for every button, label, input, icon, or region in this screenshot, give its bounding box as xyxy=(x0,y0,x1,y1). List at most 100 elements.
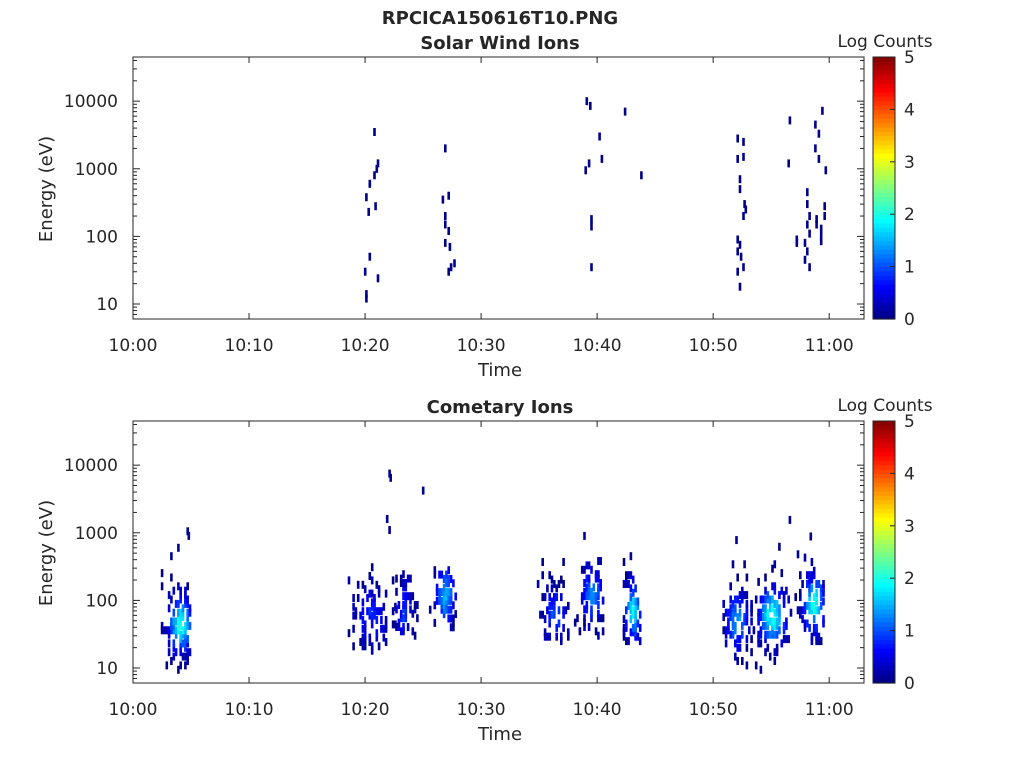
heatmap-cell xyxy=(375,164,379,173)
colorbar-segment xyxy=(873,530,895,536)
heatmap-cell xyxy=(442,588,446,597)
heatmap-cell xyxy=(550,601,554,610)
heatmap-cell xyxy=(573,618,577,627)
colorbar-segment xyxy=(873,613,895,619)
heatmap-cell xyxy=(819,237,823,246)
heatmap-cell xyxy=(750,608,753,617)
heatmap-cell xyxy=(634,610,637,619)
heatmap-cell xyxy=(449,575,453,583)
colorbar-tick-label: 1 xyxy=(904,622,915,642)
colorbar-segment xyxy=(873,460,895,466)
heatmap-cell xyxy=(447,605,450,614)
heatmap-cell xyxy=(452,579,455,588)
heatmap-cell xyxy=(445,579,448,588)
heatmap-cell xyxy=(550,584,554,593)
colorbar-segment xyxy=(873,503,895,509)
heatmap-cell xyxy=(808,263,811,272)
colorbar-segment xyxy=(873,222,895,228)
colorbar-segment xyxy=(873,118,895,124)
solar-wind-ions-panel: Solar Wind Ions Log Counts Time Energy (… xyxy=(36,32,933,381)
colorbar-segment xyxy=(873,447,895,453)
heatmap-cell xyxy=(773,599,777,608)
heatmap-cell xyxy=(172,621,176,630)
heatmap-cell xyxy=(817,154,821,163)
heatmap-cell xyxy=(803,255,807,264)
colorbar-segment xyxy=(873,148,895,154)
heatmap-cell xyxy=(757,613,760,622)
heatmap-cell xyxy=(354,611,358,620)
heatmap-cell xyxy=(186,527,189,536)
heatmap-cell xyxy=(585,561,589,570)
heatmap-cell xyxy=(181,652,185,661)
x-tick-label: 10:50 xyxy=(689,700,738,720)
heatmap-cell xyxy=(739,252,743,261)
heatmap-cell xyxy=(778,604,781,613)
cometary-ions-panel: Cometary Ions Log Counts Time Energy (eV… xyxy=(36,396,933,745)
heatmap-cell xyxy=(587,623,591,631)
heatmap-cell xyxy=(553,606,556,615)
heatmap-cell xyxy=(729,613,732,622)
heatmap-cell xyxy=(428,605,432,614)
heatmap-cell xyxy=(356,580,360,589)
heatmap-cell xyxy=(600,154,604,163)
heatmap-cell xyxy=(585,574,589,583)
heatmap-cell xyxy=(373,128,376,136)
heatmap-cell xyxy=(380,616,383,624)
heatmap-cell xyxy=(761,604,765,613)
heatmap-cell xyxy=(743,560,746,569)
heatmap-cell xyxy=(819,601,823,610)
heatmap-cell xyxy=(447,579,450,588)
heatmap-cell xyxy=(738,599,742,608)
heatmap-cell xyxy=(729,595,732,604)
heatmap-cell xyxy=(449,614,453,623)
heatmap-cell xyxy=(165,661,169,670)
heatmap-cell xyxy=(764,608,767,617)
heatmap-cell xyxy=(186,617,189,626)
heatmap-cell xyxy=(815,215,818,224)
heatmap-cell xyxy=(773,582,777,591)
heatmap-cell xyxy=(801,615,804,624)
heatmap-cell xyxy=(395,605,398,614)
heatmap-cell xyxy=(803,623,807,632)
heatmap-cell xyxy=(402,583,405,592)
figure-title: RPCICA150616T10.PNG xyxy=(382,8,618,29)
x-tick-label: 11:00 xyxy=(805,700,854,720)
heatmap-cell xyxy=(631,623,635,632)
heatmap-cell xyxy=(442,592,446,601)
heatmap-cell xyxy=(562,558,565,566)
heatmap-cell xyxy=(160,582,164,591)
heatmap-cell xyxy=(179,586,182,595)
colorbar-segment xyxy=(873,78,895,84)
heatmap-cell xyxy=(435,596,439,605)
heatmap-cell xyxy=(622,623,626,632)
heatmap-cell xyxy=(583,592,586,601)
heatmap-cell xyxy=(179,630,182,639)
heatmap-cell xyxy=(810,558,814,566)
heatmap-cell xyxy=(806,619,809,628)
colorbar-segment xyxy=(873,473,895,479)
heatmap-cell xyxy=(352,624,355,633)
heatmap-cell xyxy=(738,185,742,194)
heatmap-cell xyxy=(370,563,374,572)
heatmap-cell xyxy=(734,604,737,613)
heatmap-cell xyxy=(186,621,189,630)
heatmap-cell xyxy=(810,632,814,641)
heatmap-cell xyxy=(447,227,450,235)
heatmap-cell xyxy=(177,582,180,591)
heatmap-cell xyxy=(812,566,816,575)
heatmap-cell xyxy=(399,579,403,587)
heatmap-cell xyxy=(623,107,627,116)
heatmap-cell xyxy=(188,648,192,657)
heatmap-cell xyxy=(363,629,367,638)
heatmap-cell xyxy=(759,595,763,604)
heatmap-cell xyxy=(748,626,751,635)
heatmap-cell xyxy=(404,601,408,609)
heatmap-cell xyxy=(367,207,370,216)
heatmap-cell xyxy=(812,571,816,580)
heatmap-cell xyxy=(184,639,187,648)
heatmap-cell xyxy=(738,240,742,249)
heatmap-cell xyxy=(815,588,818,597)
heatmap-cell xyxy=(177,626,180,635)
y-tick-label: 100 xyxy=(86,591,118,611)
heatmap-cell xyxy=(447,191,450,200)
